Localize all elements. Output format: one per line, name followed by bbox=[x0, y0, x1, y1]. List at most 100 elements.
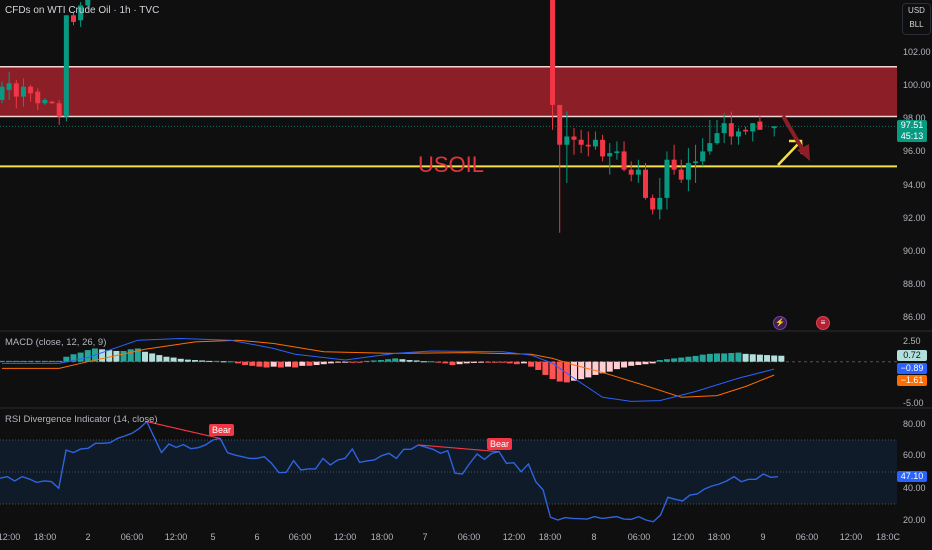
macd-histogram-bar bbox=[585, 361, 592, 378]
time-axis-label: 8 bbox=[591, 532, 597, 542]
resistance-zone bbox=[0, 66, 897, 117]
macd-histogram-bar bbox=[692, 355, 699, 362]
macd-histogram-bar bbox=[156, 355, 163, 362]
price-axis-label: 96.00 bbox=[903, 146, 926, 157]
macd-histogram-bar bbox=[349, 361, 356, 363]
rsi-title[interactable]: RSI Divergence Indicator (14, close) bbox=[5, 414, 158, 425]
macd-histogram-bar bbox=[513, 361, 520, 365]
candle-up bbox=[714, 133, 720, 144]
candle-up bbox=[693, 161, 699, 164]
candle-up bbox=[721, 123, 727, 134]
macd-histogram-bar bbox=[199, 360, 206, 362]
macd-histogram-bar bbox=[478, 361, 485, 363]
time-axis-label: 06:00 bbox=[795, 532, 819, 542]
candle-up bbox=[20, 86, 26, 97]
macd-histogram-bar bbox=[41, 360, 48, 362]
macd-histogram-bar bbox=[242, 361, 249, 366]
macd-histogram-bar bbox=[106, 350, 113, 362]
bear-divergence-label: Bear bbox=[487, 438, 513, 450]
candle-down bbox=[585, 144, 591, 147]
macd-histogram-bar bbox=[184, 359, 191, 362]
macd-histogram-bar bbox=[485, 361, 492, 363]
candle-up bbox=[592, 139, 598, 147]
macd-histogram-bar bbox=[84, 350, 91, 362]
price-axis-label: 86.00 bbox=[903, 312, 926, 323]
price-axis-label: 102.00 bbox=[903, 46, 931, 57]
time-axis-label: 6 bbox=[254, 532, 260, 542]
macd-histogram-bar bbox=[363, 360, 370, 362]
macd-histogram-bar bbox=[292, 361, 299, 368]
candle-down bbox=[650, 197, 656, 210]
down-arrow-drawing bbox=[781, 114, 806, 154]
candle-down bbox=[757, 121, 763, 130]
price-axis-label: 100.00 bbox=[903, 80, 931, 90]
time-axis-label: 5 bbox=[210, 532, 216, 542]
macd-histogram-bar bbox=[706, 353, 713, 362]
macd-histogram-bar bbox=[678, 357, 685, 362]
macd-histogram-bar bbox=[728, 353, 735, 362]
macd-signal-value: −1.61 bbox=[897, 375, 927, 386]
macd-histogram-bar bbox=[70, 354, 77, 362]
candle-down bbox=[571, 136, 577, 140]
macd-histogram-bar bbox=[142, 351, 148, 362]
macd-histogram-bar bbox=[256, 361, 263, 367]
symbol-title[interactable]: CFDs on WTI Crude Oil · 1h · TVC bbox=[5, 5, 160, 16]
price-axis-label: 90.00 bbox=[903, 246, 926, 256]
macd-histogram-bar bbox=[721, 353, 728, 362]
macd-histogram-bar bbox=[227, 361, 234, 363]
time-axis-label: 12:00 bbox=[671, 532, 695, 542]
macd-histogram-bar bbox=[635, 361, 642, 366]
macd-histogram-bar bbox=[621, 361, 628, 368]
time-axis-label: 12:00 bbox=[164, 532, 188, 542]
rsi-axis-label: 60.00 bbox=[903, 450, 926, 460]
macd-histogram-bar bbox=[549, 361, 556, 380]
macd-histogram-bar bbox=[163, 356, 170, 362]
candle-down bbox=[13, 83, 19, 97]
candle-down bbox=[71, 15, 76, 22]
candle-up bbox=[6, 83, 12, 90]
macd-histogram-bar bbox=[206, 360, 213, 362]
currency-unit-button[interactable]: USD BLL bbox=[902, 3, 931, 35]
candle-down bbox=[28, 86, 34, 94]
price-axis-label: 94.00 bbox=[903, 179, 926, 190]
macd-histogram-bar bbox=[285, 361, 291, 367]
time-axis-label: 12:00 bbox=[502, 532, 526, 542]
macd-title[interactable]: MACD (close, 12, 26, 9) bbox=[5, 337, 107, 348]
macd-histogram-bar bbox=[77, 352, 84, 362]
candle-up bbox=[707, 143, 713, 152]
us-flag-icon[interactable]: ≡ bbox=[816, 316, 830, 330]
candle-up bbox=[657, 197, 663, 210]
currency-label: USD bbox=[908, 6, 925, 15]
candle-up bbox=[771, 126, 777, 129]
usoil-annotation[interactable]: USOIL bbox=[418, 152, 485, 177]
time-axis-label: 06:00 bbox=[457, 532, 481, 542]
macd-histogram-bar bbox=[249, 361, 256, 366]
macd-histogram-bar bbox=[449, 361, 456, 366]
macd-histogram-bar bbox=[220, 361, 227, 363]
macd-histogram-bar bbox=[535, 361, 542, 370]
macd-histogram-bar bbox=[342, 361, 349, 363]
candle-down bbox=[728, 123, 734, 137]
macd-histogram-bar bbox=[34, 360, 41, 362]
macd-histogram-bar bbox=[606, 361, 613, 372]
macd-histogram-bar bbox=[99, 349, 106, 362]
macd-histogram-bar bbox=[656, 360, 663, 362]
macd-histogram-bar bbox=[370, 360, 377, 362]
macd-hist-value: 0.72 bbox=[897, 350, 927, 361]
price-axis-label: 88.00 bbox=[903, 279, 926, 290]
candle-down bbox=[743, 129, 749, 132]
candle-up bbox=[635, 169, 641, 175]
candle-up bbox=[607, 153, 613, 157]
rsi-axis-label: 20.00 bbox=[903, 515, 926, 525]
time-axis-label: 9 bbox=[760, 532, 766, 542]
time-axis-label: 06:00 bbox=[288, 532, 312, 542]
macd-histogram-bar bbox=[320, 361, 327, 365]
macd-histogram-bar bbox=[563, 361, 570, 383]
candle-up bbox=[735, 131, 741, 137]
candle-down bbox=[550, 0, 556, 105]
candle-down bbox=[600, 139, 606, 157]
lightning-icon[interactable]: ⚡ bbox=[773, 316, 787, 330]
macd-histogram-bar bbox=[406, 360, 413, 362]
candles bbox=[0, 0, 777, 233]
